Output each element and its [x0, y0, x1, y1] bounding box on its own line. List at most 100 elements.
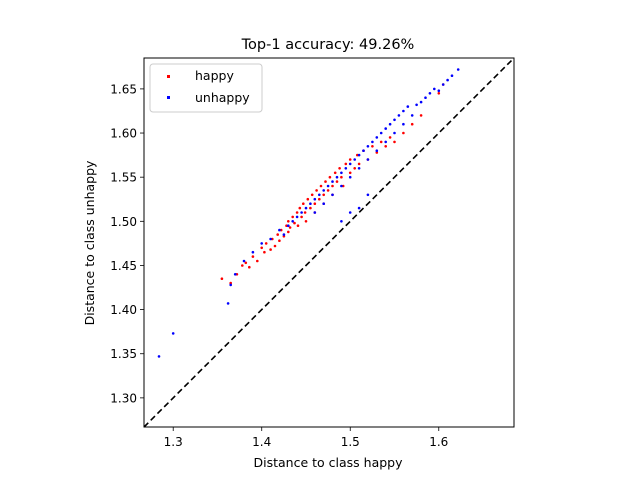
y-tick-label: 1.50 — [110, 215, 137, 229]
point-happy — [340, 175, 343, 179]
point-happy — [419, 114, 423, 117]
point-unhappy — [251, 250, 255, 254]
point-unhappy — [291, 220, 295, 223]
point-unhappy — [322, 202, 326, 205]
point-unhappy — [406, 105, 410, 108]
point-unhappy — [335, 175, 339, 179]
point-happy — [278, 239, 281, 242]
point-unhappy — [340, 171, 343, 175]
point-happy — [303, 211, 307, 214]
point-happy — [318, 197, 321, 201]
y-tick-label: 1.55 — [110, 171, 137, 185]
point-unhappy — [366, 145, 370, 148]
point-unhappy — [362, 149, 365, 152]
point-happy — [220, 277, 224, 281]
point-happy — [322, 193, 326, 197]
plot-marks — [143, 57, 515, 428]
axes-frame — [143, 57, 515, 428]
x-tick-label: 1.6 — [429, 435, 448, 449]
point-happy — [348, 171, 352, 175]
point-happy — [326, 189, 330, 192]
point-unhappy — [348, 211, 352, 214]
point-unhappy — [388, 122, 392, 126]
point-happy — [302, 202, 305, 205]
point-unhappy — [402, 122, 405, 126]
legend-marker-unhappy — [167, 96, 170, 99]
point-unhappy — [326, 184, 330, 188]
point-happy — [264, 242, 268, 245]
point-happy — [244, 261, 248, 265]
point-happy — [293, 221, 296, 225]
point-unhappy — [242, 259, 246, 263]
y-tick-label: 1.30 — [110, 391, 137, 405]
y-tick-label: 1.65 — [110, 82, 137, 96]
point-happy — [344, 162, 348, 166]
diagonal-reference-line — [143, 57, 515, 428]
point-unhappy — [366, 158, 370, 161]
point-unhappy — [384, 140, 388, 144]
tick-group: 1.3 1.4 1.5 1.6 1.30 1.35 1.40 1.45 1.50 1.55 1.60… — [110, 82, 448, 449]
point-unhappy — [357, 206, 361, 210]
point-unhappy — [313, 197, 317, 201]
point-unhappy — [441, 83, 445, 86]
point-happy — [295, 211, 299, 214]
point-unhappy — [366, 193, 370, 197]
point-happy — [260, 246, 264, 250]
point-unhappy — [344, 167, 348, 170]
point-unhappy — [410, 114, 414, 117]
point-unhappy — [331, 193, 334, 197]
point-unhappy — [282, 233, 286, 236]
point-happy — [315, 189, 318, 192]
point-happy — [285, 224, 288, 227]
point-happy — [263, 250, 266, 254]
point-unhappy — [353, 158, 357, 161]
point-happy — [313, 202, 317, 205]
point-happy — [384, 145, 388, 148]
point-unhappy — [269, 237, 272, 241]
point-unhappy — [226, 302, 230, 305]
point-unhappy — [375, 136, 379, 139]
point-happy — [255, 259, 259, 263]
point-unhappy — [424, 96, 427, 99]
point-unhappy — [340, 220, 343, 223]
point-happy — [357, 162, 361, 166]
point-happy — [310, 193, 314, 197]
point-unhappy — [313, 211, 317, 214]
point-unhappy — [450, 74, 454, 77]
point-unhappy — [433, 87, 436, 91]
point-unhappy — [428, 92, 432, 95]
point-happy — [331, 184, 334, 188]
point-unhappy — [300, 211, 303, 214]
point-happy — [353, 167, 357, 170]
point-unhappy — [371, 140, 374, 144]
point-happy — [300, 215, 303, 219]
point-happy — [288, 226, 292, 229]
point-happy — [437, 92, 441, 95]
point-happy — [375, 151, 379, 154]
point-unhappy — [233, 273, 237, 276]
point-happy — [276, 233, 280, 236]
point-unhappy — [260, 242, 264, 245]
point-happy — [241, 264, 244, 267]
point-happy — [291, 215, 295, 219]
point-happy — [379, 140, 383, 144]
point-unhappy — [340, 184, 343, 188]
point-unhappy — [437, 89, 441, 92]
legend-box — [149, 63, 263, 113]
point-unhappy — [287, 224, 290, 227]
point-unhappy — [157, 355, 161, 358]
point-unhappy — [379, 131, 383, 135]
y-tick-label: 1.40 — [110, 303, 137, 317]
point-happy — [298, 206, 302, 210]
point-unhappy — [229, 283, 232, 287]
point-unhappy — [348, 162, 352, 166]
point-happy — [410, 122, 414, 126]
y-tick-label: 1.60 — [110, 127, 137, 141]
point-unhappy — [397, 114, 401, 117]
point-happy — [388, 136, 392, 139]
point-unhappy — [278, 228, 281, 232]
point-happy — [371, 145, 374, 148]
point-happy — [229, 281, 232, 285]
